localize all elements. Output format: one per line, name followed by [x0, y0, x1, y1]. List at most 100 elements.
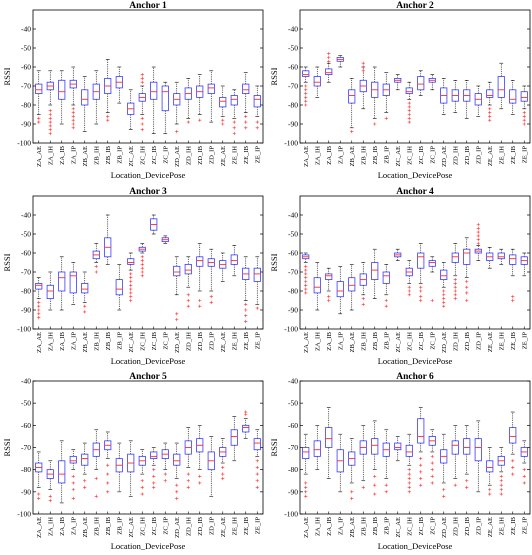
x-tick-label: ZE_IP — [521, 332, 528, 350]
outlier-point — [522, 122, 526, 126]
box-ZE_IP — [520, 85, 528, 126]
box-ZE_AE — [219, 252, 227, 282]
x-tick-label: ZD_AE — [441, 332, 448, 353]
x-tick-label: ZD_IH — [185, 146, 192, 165]
x-tick-label: ZE_IP — [254, 517, 261, 535]
outlier-point — [304, 283, 308, 287]
outlier-point — [476, 222, 480, 227]
outlier-point — [255, 459, 259, 463]
box-ZC_AE — [394, 74, 402, 91]
outlier-point — [37, 308, 41, 312]
y-tick-label: -40 — [21, 377, 31, 386]
outlier-point — [407, 481, 411, 485]
outlier-point — [186, 304, 190, 308]
box-ZD_AE — [173, 256, 181, 322]
chart-title: Anchor 4 — [396, 187, 434, 197]
y-tick-label: -60 — [288, 421, 298, 430]
outlier-point — [488, 111, 492, 115]
outlier-point — [304, 264, 308, 268]
outlier-point — [48, 124, 52, 128]
y-tick-label: -80 — [21, 287, 31, 296]
box-ZB_IH — [92, 243, 100, 274]
iqr-box — [207, 83, 215, 94]
x-tick-label: ZB_IP — [116, 332, 123, 350]
box-ZE_IB — [242, 410, 250, 439]
outlier-point — [129, 295, 133, 299]
outlier-point — [186, 293, 190, 297]
outlier-point — [304, 268, 308, 272]
outlier-point — [384, 490, 388, 494]
outlier-point — [419, 289, 423, 293]
box-ZA_IP — [69, 449, 77, 501]
x-tick-label: ZE_IB — [510, 516, 517, 535]
iqr-box — [69, 455, 77, 464]
iqr-box — [242, 424, 250, 433]
x-tick-label: ZC_AE — [128, 517, 135, 538]
outlier-point — [71, 126, 75, 130]
outlier-point — [384, 304, 388, 308]
outlier-point — [304, 279, 308, 284]
outlier-point — [140, 485, 144, 489]
outlier-point — [488, 118, 492, 122]
x-tick-label: ZD_IP — [208, 517, 215, 535]
box-ZE_IH — [230, 89, 238, 136]
outlier-point — [129, 279, 133, 284]
x-tick-label: ZD_IP — [475, 517, 482, 535]
box-ZE_IB — [509, 80, 517, 115]
outlier-point — [244, 308, 248, 312]
outlier-point — [48, 109, 52, 113]
outlier-point — [442, 289, 446, 293]
outlier-point — [499, 488, 503, 492]
iqr-box — [253, 95, 261, 108]
outlier-point — [453, 278, 457, 282]
x-tick-label: ZA_IP — [337, 517, 344, 535]
box-ZC_IP — [428, 256, 436, 303]
chart-title: Anchor 5 — [129, 372, 167, 382]
x-tick-label: ZA_IP — [70, 517, 77, 535]
box-ZC_AE — [127, 89, 135, 130]
y-axis-label: RSSI — [269, 253, 279, 271]
x-tick-label: ZE_AE — [487, 517, 494, 537]
x-tick-label: ZB_IB — [372, 145, 379, 164]
box-ZD_AE — [440, 433, 448, 498]
y-tick-label: -90 — [21, 120, 31, 129]
x-tick-label: ZD_IH — [452, 146, 459, 165]
outlier-point — [198, 298, 202, 303]
outlier-point — [304, 103, 308, 107]
outlier-point — [511, 298, 515, 303]
y-axis-label: RSSI — [2, 438, 12, 456]
outlier-point — [384, 298, 388, 303]
box-ZA_IB — [325, 407, 333, 479]
outlier-point — [327, 55, 331, 60]
x-tick-label: ZE_AE — [487, 332, 494, 352]
iqr-box — [161, 85, 169, 112]
x-tick-label: ZB_AE — [82, 517, 89, 538]
outlier-point — [255, 306, 259, 310]
outlier-point — [465, 298, 469, 303]
chart-panel-3: Anchor 3 -100 -90 -80 -70 -60 -50 -40 RSSI Locati… — [2, 187, 264, 366]
outlier-point — [476, 234, 480, 238]
outlier-point — [499, 483, 503, 487]
outlier-point — [152, 468, 156, 472]
iqr-box — [486, 89, 494, 98]
box-ZE_IP — [253, 85, 261, 130]
y-axis-label: RSSI — [269, 67, 279, 85]
iqr-box — [230, 429, 238, 446]
box-ZB_IB — [104, 59, 112, 122]
outlier-point — [129, 291, 133, 295]
x-tick-label: ZA_AE — [36, 332, 43, 353]
x-tick-label: ZA_IH — [47, 517, 54, 536]
outlier-point — [232, 126, 236, 130]
box-ZA_IH — [313, 425, 321, 470]
box-ZD_IP — [474, 222, 482, 261]
outlier-point — [71, 488, 75, 492]
box-ZD_IH — [451, 425, 459, 487]
box-ZB_AE — [81, 271, 89, 314]
box-ZD_IP — [207, 248, 215, 304]
outlier-point — [476, 230, 480, 234]
y-tick-label: -60 — [288, 63, 298, 72]
y-tick-label: -80 — [21, 465, 31, 474]
outlier-point — [94, 476, 98, 481]
